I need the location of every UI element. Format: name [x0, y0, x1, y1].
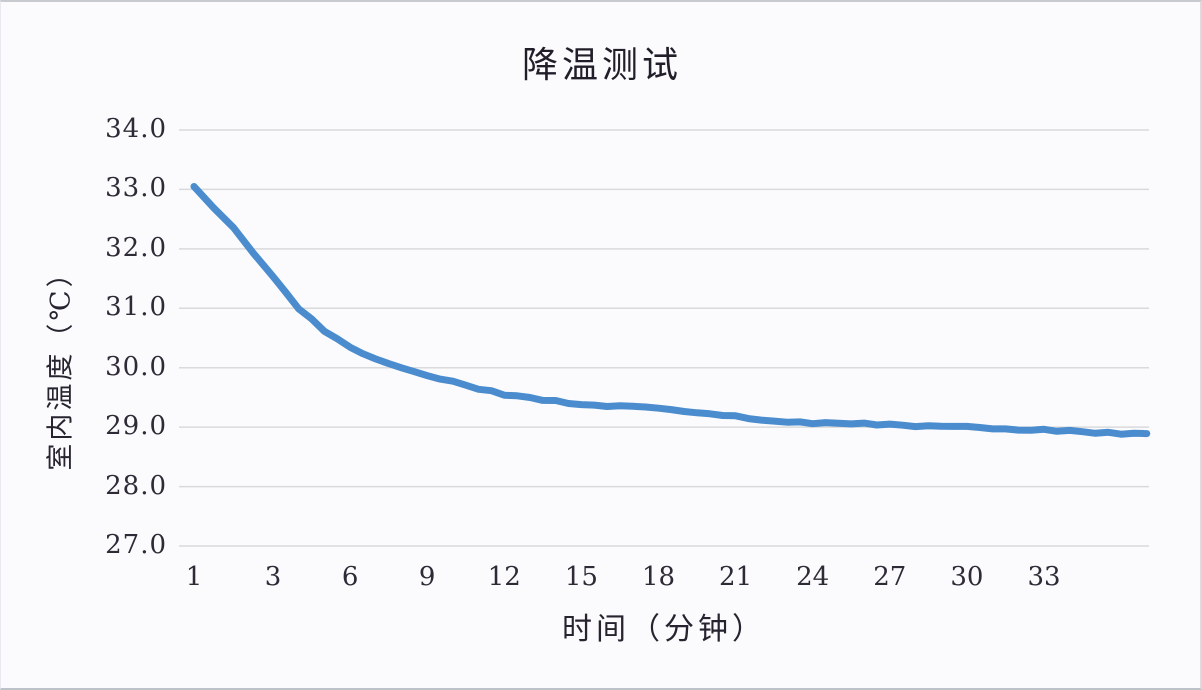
- y-tick-label: 29.0: [105, 411, 167, 442]
- x-tick-label: 33: [1027, 562, 1061, 592]
- x-tick-label: 1: [185, 562, 203, 592]
- y-tick-label: 30.0: [105, 351, 167, 382]
- x-tick-label: 27: [873, 562, 907, 592]
- y-tick-label: 33.0: [105, 173, 167, 204]
- x-tick-label: 21: [719, 562, 753, 592]
- gridlines: [179, 129, 1149, 547]
- x-axis-title: 时间（分钟）: [562, 612, 766, 647]
- y-tick-label: 32.0: [105, 232, 167, 263]
- x-tick-label: 12: [487, 562, 521, 592]
- temperature-curve: [190, 183, 1151, 438]
- y-tick-label: 27.0: [105, 530, 167, 560]
- x-tick-label: 9: [418, 562, 436, 592]
- x-tick-label: 15: [564, 562, 598, 592]
- y-tick-label: 31.0: [105, 292, 167, 323]
- y-tick-label: 28.0: [105, 470, 167, 501]
- x-tick-label: 30: [950, 562, 984, 592]
- x-tick-label: 18: [641, 562, 676, 592]
- chart-title: 降温测试: [521, 45, 682, 86]
- x-tick-label: 3: [264, 562, 282, 592]
- y-tick-label: 34.0: [105, 114, 167, 144]
- x-tick-label: 24: [796, 562, 830, 592]
- x-tick-label: 6: [341, 562, 359, 592]
